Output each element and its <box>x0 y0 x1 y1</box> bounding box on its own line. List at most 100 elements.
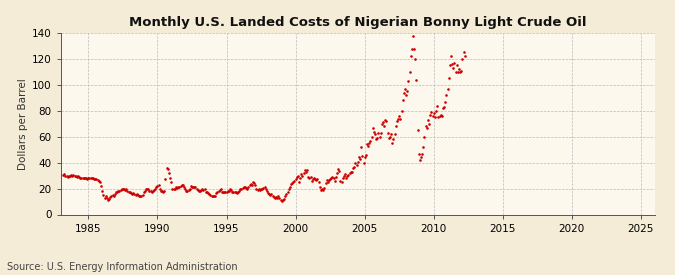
Point <box>271 195 281 199</box>
Point <box>313 180 324 184</box>
Point <box>360 153 371 157</box>
Point <box>186 185 197 189</box>
Point <box>213 189 224 193</box>
Title: Monthly U.S. Landed Costs of Nigerian Bonny Light Crude Oil: Monthly U.S. Landed Costs of Nigerian Bo… <box>129 16 587 29</box>
Point <box>284 185 295 189</box>
Point <box>331 171 342 175</box>
Point <box>425 112 435 117</box>
Point <box>340 172 350 177</box>
Point <box>169 186 180 191</box>
Point <box>429 111 439 116</box>
Point <box>69 174 80 178</box>
Point <box>450 70 461 74</box>
Point <box>374 134 385 139</box>
Point <box>452 70 463 74</box>
Point <box>89 177 100 181</box>
Point <box>167 186 178 191</box>
Point <box>364 141 375 145</box>
Point <box>198 188 209 192</box>
Point <box>166 180 177 184</box>
Point <box>232 191 242 195</box>
Point <box>401 93 412 97</box>
Point <box>427 114 438 118</box>
Point <box>124 190 134 194</box>
Point <box>449 60 460 65</box>
Point <box>264 192 275 197</box>
Point <box>385 134 396 139</box>
Point <box>387 141 398 145</box>
Point <box>103 198 113 202</box>
Point <box>68 173 79 177</box>
Point <box>386 132 397 136</box>
Point <box>426 110 437 114</box>
Point <box>429 115 440 119</box>
Point <box>199 187 210 191</box>
Point <box>175 184 186 188</box>
Point <box>129 192 140 197</box>
Point <box>182 189 193 193</box>
Point <box>209 194 219 199</box>
Point <box>343 173 354 177</box>
Point <box>419 134 430 139</box>
Point <box>157 189 167 193</box>
Point <box>76 176 87 180</box>
Point <box>132 192 142 197</box>
Point <box>126 191 136 195</box>
Point <box>145 189 156 193</box>
Point <box>315 188 326 192</box>
Point <box>65 174 76 178</box>
Point <box>269 195 279 199</box>
Point <box>152 184 163 188</box>
Point <box>370 132 381 136</box>
Point <box>410 57 421 61</box>
Point <box>298 171 309 175</box>
Point <box>210 194 221 198</box>
Point <box>207 194 218 198</box>
Point <box>377 122 387 126</box>
Point <box>439 105 450 109</box>
Point <box>109 192 120 196</box>
Point <box>358 160 369 165</box>
Point <box>119 187 130 191</box>
Point <box>244 183 255 187</box>
Point <box>138 190 149 194</box>
Point <box>78 176 89 180</box>
Point <box>292 175 302 179</box>
Point <box>416 155 427 160</box>
Point <box>260 187 271 191</box>
Point <box>256 187 267 191</box>
Point <box>130 193 141 197</box>
Point <box>296 172 307 177</box>
Point <box>403 79 414 83</box>
Point <box>346 169 357 174</box>
Point <box>433 115 443 119</box>
Point <box>105 195 115 199</box>
Point <box>344 171 355 175</box>
Point <box>246 183 257 187</box>
Point <box>120 188 131 192</box>
Point <box>279 197 290 201</box>
Point <box>229 190 240 194</box>
Point <box>281 192 292 197</box>
Point <box>217 190 228 195</box>
Point <box>155 186 165 191</box>
Point <box>351 163 362 167</box>
Point <box>272 196 283 200</box>
Point <box>454 67 464 72</box>
Point <box>447 62 458 66</box>
Point <box>238 185 249 189</box>
Point <box>404 70 415 74</box>
Point <box>280 194 291 198</box>
Point <box>225 188 236 192</box>
Point <box>424 122 435 126</box>
Point <box>115 188 126 192</box>
Point <box>398 98 408 103</box>
Point <box>267 194 278 199</box>
Point <box>161 166 172 170</box>
Point <box>234 189 244 193</box>
Point <box>372 136 383 140</box>
Point <box>443 76 454 81</box>
Point <box>406 46 417 51</box>
Point <box>159 189 169 193</box>
Point <box>395 116 406 121</box>
